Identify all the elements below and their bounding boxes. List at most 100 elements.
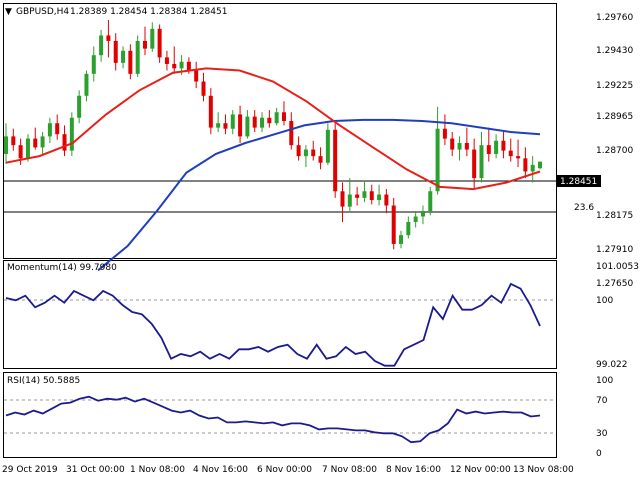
dropdown-triangle-icon[interactable]: ▼ <box>5 7 12 17</box>
time-tick: 29 Oct 2019 <box>2 465 58 475</box>
candle-bull <box>428 191 433 212</box>
candle-bull <box>84 73 89 96</box>
candle-bull <box>406 221 411 236</box>
fib-level-label: 23.6 <box>574 203 594 213</box>
candle-bull <box>530 164 535 172</box>
candle-bear <box>252 116 257 128</box>
rsi-panel-frame <box>3 372 557 458</box>
candle-bull <box>325 129 330 163</box>
current-price-box <box>557 175 601 187</box>
candle-bear <box>55 123 60 135</box>
candle-bear <box>113 40 118 63</box>
price-tick: 1.29760 <box>596 13 633 23</box>
time-tick: 4 Nov 16:00 <box>193 465 248 475</box>
candle-bear <box>172 63 177 69</box>
momentum-title: Momentum(14) 99.7980 <box>7 263 117 273</box>
ema-slow-line <box>97 118 541 272</box>
candle-bear <box>442 128 447 139</box>
candle-bull <box>99 35 104 56</box>
candle-bear <box>450 138 455 150</box>
price-tick: 1.28175 <box>596 211 633 221</box>
time-tick: 8 Nov 16:00 <box>386 465 441 475</box>
price-tick: 1.29225 <box>596 81 633 91</box>
candle-bull <box>40 136 45 148</box>
candle-bull <box>47 123 52 137</box>
candle-bear <box>128 50 133 74</box>
candle-bear <box>486 145 491 154</box>
time-tick: 12 Nov 00:00 <box>450 465 511 475</box>
candle-bear <box>472 149 477 179</box>
candle-bull <box>435 128 440 192</box>
price-panel-frame <box>3 3 557 259</box>
candle-bull <box>150 28 155 49</box>
time-tick: 1 Nov 08:00 <box>130 465 185 475</box>
candle-bear <box>194 70 199 82</box>
candle-bear <box>318 156 323 163</box>
candle-bear <box>281 112 286 122</box>
price-tick: 1.27910 <box>596 245 633 255</box>
candle-bull <box>216 123 221 128</box>
candle-bull <box>494 140 499 154</box>
candle-bear <box>501 140 506 151</box>
candle-bear <box>296 145 301 157</box>
rsi-tick: 70 <box>596 396 608 406</box>
candle-bull <box>245 116 250 137</box>
candle-bull <box>135 40 140 74</box>
candle-bear <box>508 150 513 157</box>
momentum-line <box>5 282 541 367</box>
rsi-title: RSI(14) 50.5885 <box>7 376 80 386</box>
candle-bull <box>377 194 382 201</box>
candle-bear <box>142 40 147 49</box>
rsi-tick: 0 <box>596 449 602 459</box>
price-y-axis: 1.29760 1.29430 1.29225 1.28965 1.28700 … <box>596 13 633 289</box>
candle-bear <box>267 117 272 124</box>
price-tick: 1.29430 <box>596 46 633 56</box>
candle-bear <box>238 114 243 137</box>
candle-bear <box>311 149 316 157</box>
price-tick: 1.28700 <box>596 146 633 156</box>
candle-bull <box>260 117 265 128</box>
candle-bull <box>4 136 8 154</box>
candle-bear <box>223 123 228 129</box>
candle-bear <box>186 61 191 71</box>
candle-bull <box>25 138 30 159</box>
candle-bear <box>208 95 213 128</box>
momentum-panel-frame <box>3 260 557 369</box>
momentum-tick: 100 <box>596 296 613 306</box>
candle-bear <box>516 156 521 159</box>
chart-symbol: GBPUSD,H4 <box>16 7 69 17</box>
momentum-tick: 101.0053 <box>596 262 639 272</box>
candle-bear <box>340 191 345 207</box>
candle-bull <box>420 211 425 217</box>
candle-bear <box>369 191 374 201</box>
candle-bull <box>413 216 418 222</box>
candle-bear <box>201 81 206 96</box>
candle-bull <box>77 95 82 118</box>
rsi-line <box>5 395 541 444</box>
candle-bull <box>538 161 542 169</box>
candle-bear <box>157 28 162 58</box>
candle-bear <box>523 158 528 172</box>
candle-bear <box>355 194 360 198</box>
candle-bull <box>274 112 279 124</box>
candle-bull <box>479 145 484 179</box>
time-tick: 13 Nov 08:00 <box>513 465 574 475</box>
time-tick: 7 Nov 08:00 <box>322 465 377 475</box>
momentum-y-axis: 101.0053 100 99.022 <box>596 262 639 370</box>
candle-bull <box>230 114 235 129</box>
candle-bull <box>457 142 462 150</box>
time-tick: 31 Oct 00:00 <box>66 465 125 475</box>
candle-bear <box>164 57 169 64</box>
chart-ohlc: 1.28389 1.28454 1.28384 1.28451 <box>70 7 227 17</box>
price-tick: 1.28965 <box>596 112 633 122</box>
candle-bear <box>333 129 338 192</box>
momentum-tick: 99.022 <box>596 360 628 370</box>
ema-fast-line <box>5 67 541 191</box>
candle-bear <box>18 145 23 159</box>
candle-bear <box>62 134 67 151</box>
candle-bull <box>362 191 367 198</box>
rsi-tick: 30 <box>596 429 608 439</box>
candle-bull <box>303 149 308 157</box>
candle-bear <box>33 138 38 148</box>
